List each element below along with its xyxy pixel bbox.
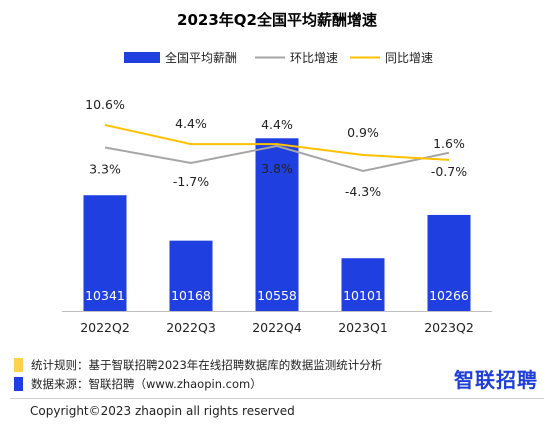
mom-label-2023Q2: 1.6%: [433, 136, 465, 151]
legend-swatch-bar: [124, 52, 160, 63]
x-tick-2023Q2: 2023Q2: [424, 320, 474, 335]
rule-note-marker: [14, 358, 23, 372]
bar-2022Q3: [169, 240, 213, 311]
x-tick-2023Q1: 2023Q1: [338, 320, 388, 335]
bar-value-2022Q2: 10341: [85, 288, 125, 303]
footer-divider: [10, 398, 544, 399]
yoy-label-2023Q2: -0.7%: [431, 164, 467, 179]
bar-value-2022Q3: 10168: [171, 288, 211, 303]
legend-label-yoy: 同比增速: [385, 51, 433, 65]
x-tick-2022Q4: 2022Q4: [252, 320, 302, 335]
x-tick-2022Q2: 2022Q2: [80, 320, 130, 335]
bar-2022Q2: [83, 195, 127, 311]
bar-2023Q1: [341, 258, 385, 311]
data-labels: 10341 10168 10558 10101 10266 3.3% -1.7% 3.8% -4…: [85, 97, 469, 303]
source-note-row: 数据来源：智联招聘（www.zhaopin.com）: [14, 376, 262, 392]
bar-value-2022Q4: 10558: [257, 288, 297, 303]
source-note: 数据来源：智联招聘（www.zhaopin.com）: [31, 377, 262, 391]
mom-label-2022Q2: 3.3%: [89, 162, 121, 177]
yoy-line: [104, 124, 450, 161]
chart: 2023年Q2全国平均薪酬增速 全国平均薪酬 环比增速 同比增速 10341 10…: [62, 11, 492, 335]
lines: [104, 124, 450, 173]
bar-2023Q2: [427, 214, 471, 311]
yoy-label-2022Q3: 4.4%: [175, 116, 207, 131]
bar-value-2023Q2: 10266: [429, 288, 469, 303]
legend-label-mom: 环比增速: [290, 51, 338, 65]
mom-label-2022Q3: -1.7%: [173, 174, 209, 189]
bar-2022Q4: [255, 138, 299, 311]
x-ticks: 2022Q2 2022Q3 2022Q4 2023Q1 2023Q2: [80, 320, 474, 335]
mom-line: [104, 144, 450, 173]
chart-title: 2023年Q2全国平均薪酬增速: [177, 11, 377, 29]
x-tick-2022Q3: 2022Q3: [166, 320, 216, 335]
mom-label-2023Q1: -4.3%: [345, 184, 381, 199]
yoy-label-2022Q2: 10.6%: [85, 97, 125, 112]
mom-label-2022Q4: 3.8%: [261, 161, 293, 176]
source-note-marker: [14, 377, 23, 391]
zhaopin-logo: 智联招聘: [454, 368, 538, 392]
bars: [83, 138, 471, 311]
bar-value-2023Q1: 10101: [343, 288, 383, 303]
legend-label-bar: 全国平均薪酬: [165, 50, 237, 65]
rule-note: 统计规则：基于智联招聘2023年在线招聘数据库的数据监测统计分析: [31, 358, 383, 372]
rule-note-row: 统计规则：基于智联招聘2023年在线招聘数据库的数据监测统计分析: [14, 357, 382, 373]
yoy-label-2023Q1: 0.9%: [347, 125, 379, 140]
copyright: Copyright©2023 zhaopin all rights reserv…: [30, 404, 295, 418]
legend: 全国平均薪酬 环比增速 同比增速: [124, 50, 433, 65]
yoy-label-2022Q4: 4.4%: [261, 117, 293, 132]
